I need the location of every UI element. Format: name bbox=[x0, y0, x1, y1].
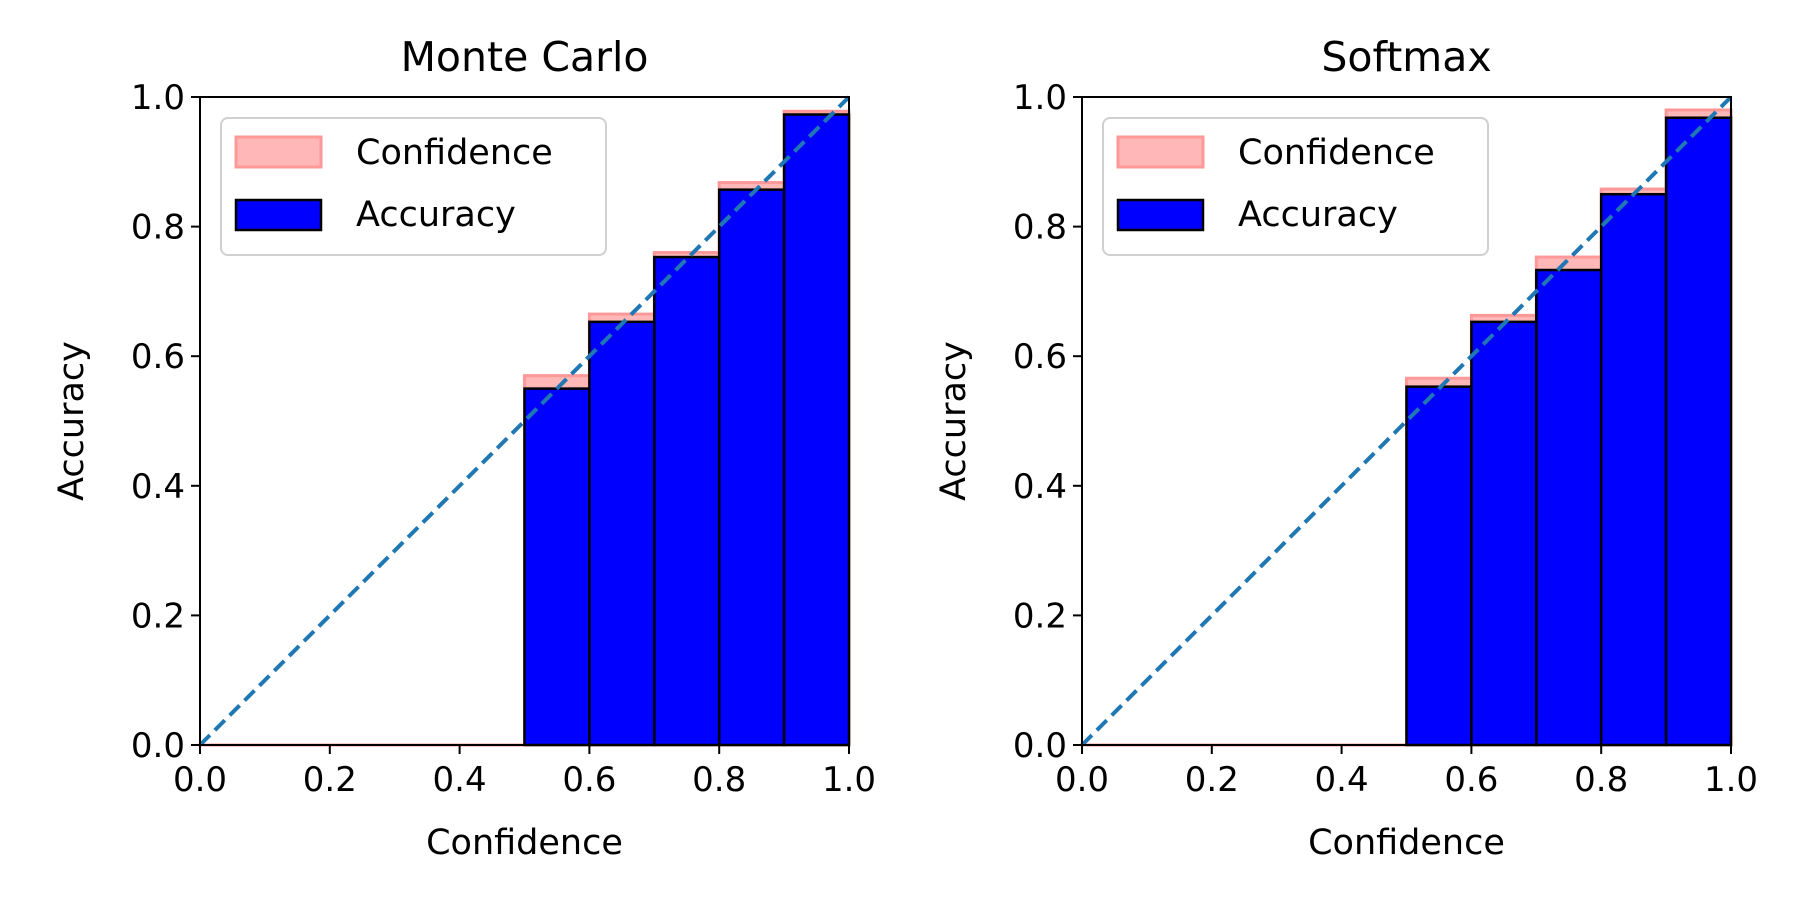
monte-carlo-legend-accuracy-label: Accuracy bbox=[356, 195, 516, 235]
softmax-x-tick-label-1: 0.2 bbox=[1185, 760, 1239, 800]
softmax-accuracy-bar-9 bbox=[1664, 116, 1733, 747]
monte-carlo-y-tick-label-4: 0.8 bbox=[131, 208, 185, 248]
softmax-x-tick-label-5: 1.0 bbox=[1704, 760, 1758, 800]
monte-carlo-x-tick-label-3: 0.6 bbox=[562, 760, 616, 800]
softmax-legend-accuracy-swatch bbox=[1116, 198, 1205, 232]
softmax-accuracy-bar-7 bbox=[1535, 268, 1603, 747]
monte-carlo-accuracy-bar-6 bbox=[588, 320, 656, 747]
softmax-axes-frame bbox=[1081, 96, 1732, 746]
softmax-x-tick-label-2: 0.4 bbox=[1315, 760, 1369, 800]
monte-carlo-y-axis-label: Accuracy bbox=[52, 341, 92, 501]
softmax-accuracy-bar-6 bbox=[1470, 320, 1538, 747]
monte-carlo-accuracy-bar-9 bbox=[782, 113, 851, 747]
softmax-chart-title: Softmax bbox=[1321, 33, 1491, 81]
monte-carlo-legend-confidence-swatch bbox=[234, 135, 323, 169]
monte-carlo-y-tick-label-1: 0.2 bbox=[131, 596, 185, 636]
softmax-chart: 0.0 0.2 0.4 0.6 0.8 1.0 0.0 0.2 0.4 0.6 0.8 1.0 Soft… bbox=[934, 33, 1758, 863]
monte-carlo-x-tick-label-2: 0.4 bbox=[433, 760, 487, 800]
monte-carlo-legend: Confidence Accuracy bbox=[220, 117, 607, 256]
monte-carlo-x-axis-label: Confidence bbox=[426, 823, 623, 863]
softmax-x-tick-label-4: 0.8 bbox=[1574, 760, 1628, 800]
monte-carlo-accuracy-bar-7 bbox=[653, 255, 721, 747]
monte-carlo-y-tick-label-3: 0.6 bbox=[131, 337, 185, 377]
monte-carlo-chart-title: Monte Carlo bbox=[401, 33, 649, 81]
softmax-y-tick-label-3: 0.6 bbox=[1013, 337, 1067, 377]
softmax-x-axis-label: Confidence bbox=[1308, 823, 1505, 863]
softmax-y-axis-label: Accuracy bbox=[934, 341, 974, 501]
monte-carlo-accuracy-bar-8 bbox=[717, 188, 786, 747]
monte-carlo-axes-frame bbox=[199, 96, 850, 746]
softmax-y-tick-label-4: 0.8 bbox=[1013, 208, 1067, 248]
monte-carlo-x-tick-label-5: 1.0 bbox=[822, 760, 876, 800]
softmax-y-tick-label-5: 1.0 bbox=[1013, 78, 1067, 118]
softmax-y-tick-label-2: 0.4 bbox=[1013, 467, 1067, 507]
monte-carlo-legend-confidence-label: Confidence bbox=[356, 133, 553, 173]
monte-carlo-x-tick-label-0: 0.0 bbox=[173, 760, 227, 800]
monte-carlo-legend-accuracy-swatch bbox=[234, 198, 323, 232]
softmax-legend-confidence-label: Confidence bbox=[1238, 133, 1435, 173]
monte-carlo-y-tick-label-2: 0.4 bbox=[131, 467, 185, 507]
softmax-accuracy-bar-8 bbox=[1599, 192, 1668, 747]
monte-carlo-chart: 0.0 0.2 0.4 0.6 0.8 1.0 0.0 0.2 0.4 0.6 0.8 1.0 Mont… bbox=[52, 33, 876, 863]
monte-carlo-x-tick-label-1: 0.2 bbox=[303, 760, 357, 800]
monte-carlo-x-tick-label-4: 0.8 bbox=[692, 760, 746, 800]
monte-carlo-perfect-calibration-line bbox=[198, 95, 851, 747]
softmax-y-tick-label-1: 0.2 bbox=[1013, 596, 1067, 636]
softmax-perfect-calibration-line bbox=[1080, 95, 1733, 747]
softmax-legend: Confidence Accuracy bbox=[1102, 117, 1489, 256]
monte-carlo-accuracy-bar-5 bbox=[523, 387, 591, 747]
monte-carlo-y-tick-label-0: 0.0 bbox=[131, 726, 185, 766]
softmax-legend-confidence-swatch bbox=[1116, 135, 1205, 169]
softmax-y-tick-label-0: 0.0 bbox=[1013, 726, 1067, 766]
monte-carlo-y-tick-label-5: 1.0 bbox=[131, 78, 185, 118]
softmax-legend-accuracy-label: Accuracy bbox=[1238, 195, 1398, 235]
softmax-x-tick-label-3: 0.6 bbox=[1444, 760, 1498, 800]
softmax-x-tick-label-0: 0.0 bbox=[1055, 760, 1109, 800]
softmax-accuracy-bar-5 bbox=[1405, 385, 1473, 747]
